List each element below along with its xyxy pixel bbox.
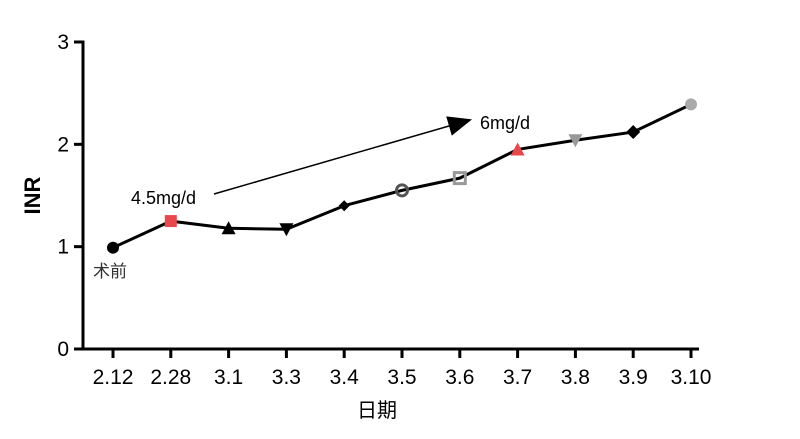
x-tick-label: 3.6 [445,366,474,389]
data-point [164,215,177,228]
inr-series [107,98,697,254]
x-tick-label: 2.12 [93,366,134,389]
y-tick-label: 0 [57,338,69,361]
data-point [626,125,641,140]
preop-label: 术前 [93,262,127,282]
x-axis-title: 日期 [357,398,397,422]
dose-annotation: 4.5mg/d 6mg/d [131,113,530,208]
x-tick-label: 3.4 [330,366,360,389]
x-tick-label: 3.9 [619,366,648,389]
data-point [221,221,236,235]
data-point [395,183,409,198]
x-axis: 2.12 2.28 3.1 3.3 3.4 3.5 3.6 3.7 3.8 3.9 3.10 日期 [81,347,712,422]
x-tick-label: 3.7 [503,366,532,389]
data-point [107,241,119,254]
dose-end-label: 6mg/d [480,113,530,133]
x-tick-label: 2.28 [150,366,191,389]
data-point [452,171,467,186]
x-tick-label: 3.8 [561,366,590,389]
dose-start-label: 4.5mg/d [131,188,196,208]
x-tick-label: 3.3 [272,366,301,389]
x-tick-label: 3.5 [387,366,416,389]
dose-arrowhead [446,116,473,136]
y-tick-label: 2 [57,133,69,156]
data-point [338,200,350,212]
series-line [112,103,692,250]
x-ticks: 2.12 2.28 3.1 3.3 3.4 3.5 3.6 3.7 3.8 3.9 3.10 [93,349,712,389]
data-point [685,98,697,111]
y-ticks: 0 1 2 3 [57,31,83,361]
dose-arrow [213,125,450,195]
y-tick-label: 1 [57,236,69,259]
y-axis-title: INR [20,176,45,214]
data-point [510,142,525,156]
y-tick-label: 3 [57,31,69,54]
x-tick-label: 3.1 [214,366,243,389]
data-point [568,134,583,148]
data-point [279,223,294,237]
y-axis: 0 1 2 3 INR [20,31,85,361]
x-tick-label: 3.10 [671,366,712,389]
